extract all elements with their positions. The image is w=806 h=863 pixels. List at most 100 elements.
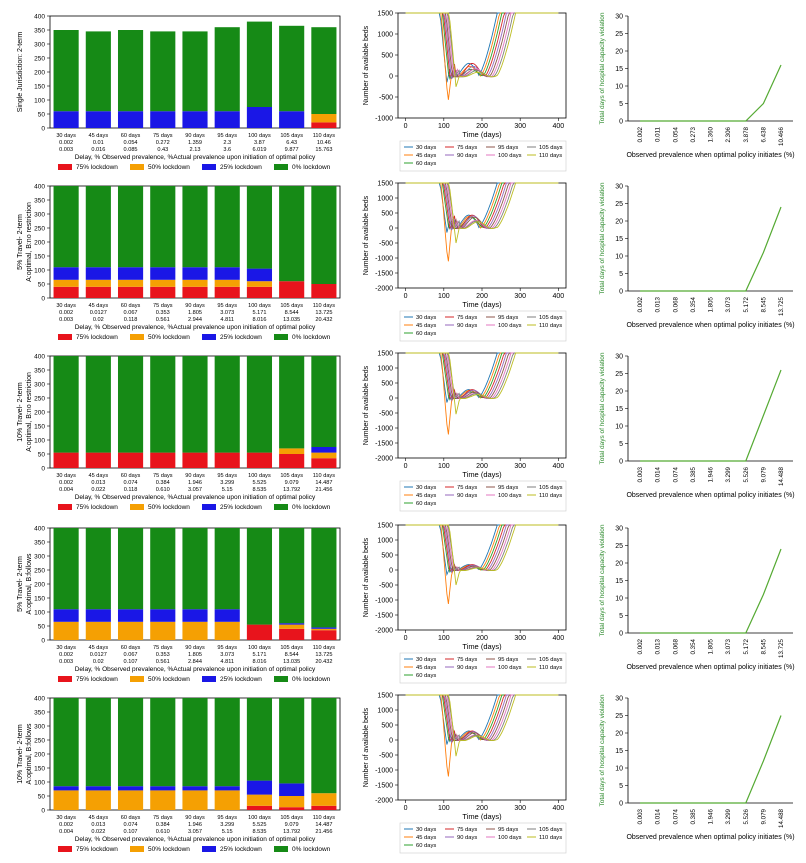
bar-tick-delay: 30 days — [56, 133, 76, 139]
bar-segment — [117, 621, 144, 640]
legend-swatch — [130, 504, 144, 510]
beds-legend-label: 95 days — [498, 657, 518, 663]
viol-xtick-label: 5.172 — [743, 296, 750, 312]
beds-legend-label: 75 days — [457, 485, 477, 491]
bar-segment — [246, 186, 273, 269]
viol-xtick-label: 3.299 — [725, 466, 732, 482]
beds-legend-label: 105 days — [539, 485, 563, 491]
bar-ytick-label: 200 — [34, 70, 45, 77]
beds-series-line — [405, 12, 559, 78]
viol-ytick-label: 30 — [615, 184, 623, 191]
bar-tick-observed: 3.299 — [220, 480, 234, 486]
beds-legend-label: 30 days — [416, 657, 436, 663]
viol-ylabel: Total days of hospital capacity violatio… — [599, 524, 606, 636]
bar-tick-observed: 10.46 — [317, 140, 331, 146]
bar-tick-observed: 6.43 — [286, 140, 297, 146]
beds-xtick-label: 0 — [404, 293, 408, 300]
viol-ytick-label: 15 — [615, 748, 623, 755]
viol-xtick-label: 3.073 — [725, 638, 732, 654]
viol-ylabel: Total days of hospital capacity violatio… — [599, 694, 606, 806]
beds-ytick-label: 1000 — [377, 196, 393, 203]
bar-tick-observed: 0.002 — [59, 310, 73, 316]
bar-segment — [117, 111, 144, 128]
beds-legend-label: 30 days — [416, 315, 436, 321]
beds-legend-label: 110 days — [539, 493, 562, 499]
bar-tick-delay: 110 days — [313, 303, 335, 309]
viol-xtick-label: 5.526 — [743, 808, 750, 824]
beds-ytick-label: -500 — [379, 411, 393, 418]
bar-tick-observed: 14.487 — [315, 822, 332, 828]
beds-ylabel: Number of available beds — [363, 537, 370, 617]
bar-tick-observed: 5.171 — [252, 652, 266, 658]
viol-xtick-label: 0.074 — [672, 808, 679, 824]
viol-xtick-label: 0.002 — [637, 638, 644, 654]
bar-segment — [53, 30, 79, 112]
beds-legend-label: 100 days — [498, 493, 522, 499]
beds-legend-label: 95 days — [498, 827, 518, 833]
beds-series-line — [405, 12, 559, 87]
bar-segment — [85, 786, 111, 791]
legend-swatch — [274, 164, 288, 170]
bar-segment — [53, 528, 79, 610]
bar-segment — [53, 186, 79, 268]
bar-tick-observed: 0.353 — [156, 652, 170, 658]
bar-tick-actual: 0.004 — [59, 829, 73, 835]
beds-legend-label: 110 days — [539, 323, 562, 329]
bar-tick-actual: 8.535 — [252, 829, 266, 835]
viol-xtick-label: 0.014 — [655, 466, 662, 482]
beds-series-line — [405, 694, 559, 742]
beds-ytick-label: 1500 — [377, 523, 393, 530]
beds-ytick-label: 1500 — [377, 351, 393, 358]
beds-legend-box — [399, 822, 567, 854]
bar-tick-actual: 4.811 — [220, 659, 234, 665]
bar-ytick-label: 300 — [34, 382, 45, 389]
viol-xtick-label: 14.488 — [778, 466, 785, 485]
legend-swatch — [202, 504, 216, 510]
bar-segment — [279, 25, 305, 112]
viol-ytick-label: 0 — [619, 119, 623, 126]
beds-legend-label: 75 days — [457, 827, 477, 833]
viol-ytick-label: 0 — [619, 801, 623, 808]
bar-segment — [53, 279, 79, 287]
beds-ylabel: Number of available beds — [363, 195, 370, 275]
bar-segment — [214, 267, 240, 280]
bar-tick-observed: 0.067 — [124, 310, 138, 316]
bar-segment — [150, 698, 176, 787]
bar-tick-actual: 20.432 — [315, 317, 332, 323]
viol-xtick-label: 0.003 — [637, 808, 644, 824]
beds-ytick-label: 0 — [389, 226, 393, 233]
legend-swatch — [58, 846, 72, 852]
beds-xtick-label: 200 — [476, 805, 488, 812]
viol-ytick-label: 25 — [615, 713, 623, 720]
viol-ytick-label: 10 — [615, 766, 623, 773]
viol-xlabel: Observed prevalence when optimal policy … — [626, 492, 794, 499]
bar-segment — [246, 624, 273, 640]
legend-label: 25% lockdown — [220, 676, 262, 683]
bar-tick-observed: 13.725 — [315, 652, 332, 658]
bar-tick-delay: 105 days — [280, 645, 303, 651]
viol-ytick-label: 0 — [619, 631, 623, 638]
bar-ytick-label: 0 — [41, 296, 45, 303]
beds-xtick-label: 100 — [438, 123, 450, 130]
bar-segment — [311, 630, 337, 640]
bar-tick-actual: 20.432 — [315, 659, 332, 665]
bar-segment — [117, 356, 144, 453]
bar-tick-observed: 3.87 — [254, 140, 265, 146]
bar-ytick-label: 200 — [34, 582, 45, 589]
beds-ytick-label: -1000 — [375, 116, 393, 123]
bar-tick-actual: 0.610 — [156, 829, 170, 835]
bar-segment — [246, 21, 273, 108]
beds-ytick-label: -1000 — [375, 768, 393, 775]
bar-tick-delay: 110 days — [313, 645, 335, 651]
bar-xlabel: Delay, % Observed prevalence, %Actual pr… — [75, 324, 316, 331]
bar-segment — [150, 528, 176, 610]
beds-series-line — [405, 182, 559, 230]
beds-xtick-label: 0 — [404, 123, 408, 130]
bar-segment — [53, 698, 79, 787]
beds-legend-label: 75 days — [457, 657, 477, 663]
beds-ytick-label: 1000 — [377, 708, 393, 715]
beds-series-line — [405, 524, 559, 586]
bar-ytick-label: 400 — [34, 354, 45, 361]
viol-ytick-label: 25 — [615, 201, 623, 208]
viol-xtick-label: 0.054 — [672, 126, 679, 142]
